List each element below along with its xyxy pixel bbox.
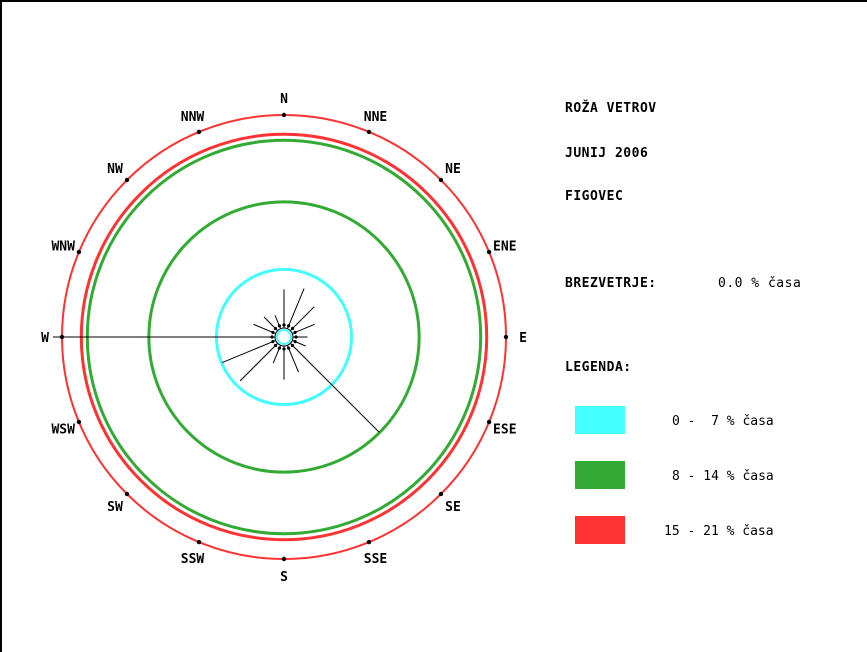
spoke-dot-S xyxy=(282,347,286,351)
legend-swatch-red xyxy=(575,516,625,544)
spoke-dot-N xyxy=(282,323,286,327)
spoke-dot-SSE xyxy=(287,346,291,350)
direction-label-ENE: ENE xyxy=(493,240,516,255)
direction-label-W: W xyxy=(41,331,49,346)
spoke-SE xyxy=(290,343,380,433)
compass-tick-W xyxy=(59,334,65,340)
compass-tick-ENE xyxy=(486,249,492,255)
compass-tick-N xyxy=(281,112,287,118)
compass-tick-SSE xyxy=(366,539,372,545)
legend-title: LEGENDA: xyxy=(565,360,632,375)
legend-swatch-cyan xyxy=(575,406,625,434)
compass-tick-ESE xyxy=(486,419,492,425)
direction-label-WSW: WSW xyxy=(51,423,75,438)
direction-label-NNW: NNW xyxy=(181,110,205,125)
compass-tick-NNE xyxy=(366,129,372,135)
spoke-dot-NNW xyxy=(277,324,281,328)
direction-label-SSW: SSW xyxy=(181,552,205,567)
spoke-dot-NNE xyxy=(287,324,291,328)
calm-label: BREZVETRJE: xyxy=(565,276,657,291)
legend-swatch-green xyxy=(575,461,625,489)
spoke-dot-SSW xyxy=(277,346,281,350)
compass-tick-SW xyxy=(124,491,130,497)
direction-label-NW: NW xyxy=(107,162,123,177)
spoke-dot-WNW xyxy=(271,330,275,334)
direction-label-SW: SW xyxy=(107,500,123,515)
direction-label-NE: NE xyxy=(445,162,461,177)
direction-label-ESE: ESE xyxy=(493,423,516,438)
calm-value: 0.0 % časa xyxy=(718,276,802,291)
direction-label-SE: SE xyxy=(445,500,461,515)
direction-label-NNE: NNE xyxy=(364,110,387,125)
legend-label-1: 0 - 7 % časa xyxy=(672,414,774,429)
spoke-SW xyxy=(239,343,278,382)
compass-tick-NNW xyxy=(196,129,202,135)
chart-subtitle-date: JUNIJ 2006 xyxy=(565,146,649,161)
compass-tick-SSW xyxy=(196,539,202,545)
direction-label-N: N xyxy=(280,92,288,107)
compass-tick-WNW xyxy=(76,249,82,255)
direction-label-WNW: WNW xyxy=(51,240,75,255)
compass-tick-E xyxy=(503,334,509,340)
spoke-NNE xyxy=(286,288,305,329)
spoke-dot-NW xyxy=(273,326,278,331)
direction-label-E: E xyxy=(519,331,527,346)
legend-label-2: 8 - 14 % časa xyxy=(672,469,774,484)
compass-tick-SE xyxy=(438,491,444,497)
spoke-dot-W xyxy=(270,335,274,339)
compass-tick-S xyxy=(281,556,287,562)
chart-subtitle-location: FIGOVEC xyxy=(565,189,624,204)
direction-label-S: S xyxy=(280,570,288,585)
compass-tick-WSW xyxy=(76,419,82,425)
spoke-dot-NE xyxy=(290,326,295,331)
spoke-dot-E xyxy=(294,335,298,339)
direction-label-SSE: SSE xyxy=(364,552,387,567)
spoke-WSW xyxy=(222,339,276,364)
compass-tick-NW xyxy=(124,177,130,183)
calm-center-inner xyxy=(276,329,292,345)
spoke-dot-SW xyxy=(273,343,278,348)
spoke-dot-ESE xyxy=(293,340,297,344)
spoke-dot-WSW xyxy=(271,340,275,344)
legend-label-3: 15 - 21 % časa xyxy=(664,524,774,539)
spoke-NE xyxy=(290,306,315,331)
spoke-dot-ENE xyxy=(293,330,297,334)
chart-title: ROŽA VETROV xyxy=(565,101,657,116)
compass-tick-NE xyxy=(438,177,444,183)
spoke-dot-SE xyxy=(290,343,295,348)
spoke-SSE xyxy=(286,345,299,373)
